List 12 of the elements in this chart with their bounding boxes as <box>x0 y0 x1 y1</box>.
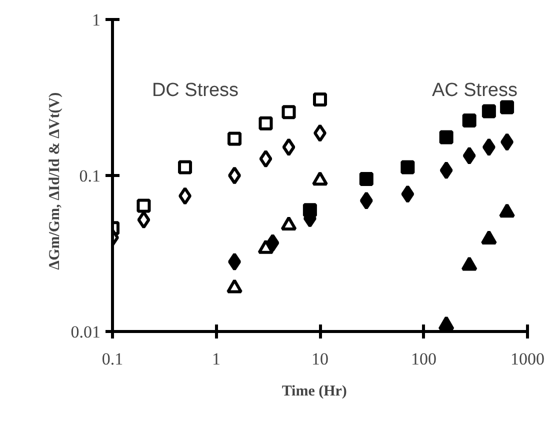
x-tick-label: 1000 <box>510 350 544 368</box>
x-tick-label: 10 <box>312 350 328 368</box>
x-axis-title: Time (Hr) <box>282 384 347 400</box>
x-tick-label: 1 <box>212 350 220 368</box>
y-tick-label: 0.1 <box>79 166 100 186</box>
x-tick-label: 0.1 <box>102 350 124 368</box>
y-axis-title: ΔGm/Gm, ΔId/Id & ΔVt(V) <box>46 92 63 270</box>
x-tick-label: 100 <box>411 350 436 368</box>
annotation: AC Stress <box>432 80 518 102</box>
y-tick-label: 0.01 <box>70 322 100 342</box>
y-tick-label: 1 <box>92 10 100 30</box>
annotation: DC Stress <box>152 80 239 102</box>
